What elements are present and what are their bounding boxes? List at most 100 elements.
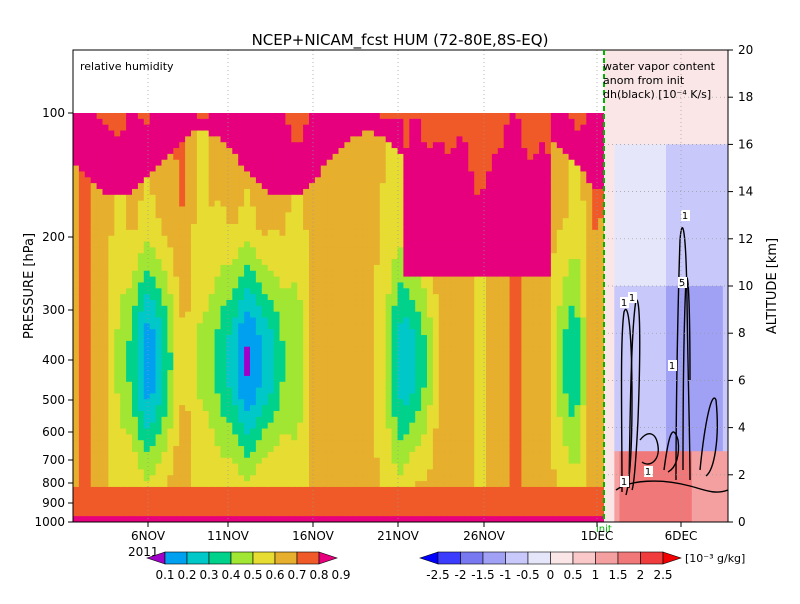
humidity-cell [480, 346, 487, 354]
humidity-cell [132, 451, 139, 459]
humidity-cell [373, 305, 381, 313]
humidity-cell [96, 340, 104, 348]
humidity-cell [297, 510, 304, 517]
humidity-cell [220, 399, 227, 406]
humidity-cell [391, 276, 399, 284]
humidity-cell [255, 183, 263, 190]
humidity-cell [314, 387, 322, 395]
humidity-cell [403, 229, 410, 237]
humidity-cell [255, 340, 263, 348]
humidity-cell [196, 113, 204, 120]
humidity-cell [196, 446, 204, 453]
humidity-cell [126, 492, 133, 500]
humidity-cell [432, 370, 440, 377]
humidity-cell [261, 481, 269, 488]
humidity-cell [96, 276, 104, 284]
humidity-cell [244, 504, 251, 511]
humidity-cell [314, 428, 322, 435]
humidity-cell [391, 381, 399, 389]
humidity-cell [255, 405, 263, 412]
humidity-cell [238, 206, 245, 213]
humidity-cell [78, 422, 86, 430]
humidity-cell [208, 124, 216, 132]
humidity-cell [474, 159, 481, 167]
humidity-cell [303, 387, 310, 395]
humidity-cell [161, 171, 168, 178]
humidity-cell [444, 387, 452, 395]
humidity-cell [320, 317, 328, 324]
humidity-cell [309, 218, 316, 225]
humidity-cell [161, 504, 168, 511]
humidity-cell [474, 440, 481, 447]
humidity-cell [314, 229, 322, 237]
humidity-cell [344, 381, 351, 389]
humidity-cell [173, 440, 180, 447]
humidity-cell [462, 516, 469, 522]
humidity-cell [196, 241, 204, 248]
humidity-cell [120, 264, 127, 272]
humidity-cell [244, 510, 251, 517]
humidity-cell [397, 358, 404, 365]
humidity-cell [167, 475, 174, 482]
humidity-cell [73, 264, 80, 272]
humidity-cell [214, 498, 222, 506]
humidity-cell [214, 475, 222, 482]
humidity-cell [78, 212, 86, 219]
humidity-cell [421, 364, 428, 371]
humidity-cell [232, 235, 239, 243]
humidity-cell [427, 259, 434, 266]
humidity-cell [96, 253, 104, 260]
humidity-cell [314, 440, 322, 447]
humidity-cell [438, 159, 446, 167]
humidity-cell [120, 241, 127, 248]
humidity-cell [155, 247, 163, 254]
humidity-cell [78, 247, 86, 254]
humidity-cell [409, 165, 416, 173]
humidity-cell [208, 346, 216, 354]
humidity-cell [102, 241, 109, 248]
humidity-cell [255, 294, 263, 301]
humidity-cell [285, 504, 292, 511]
humidity-cell [444, 276, 452, 284]
humidity-cell [167, 224, 174, 231]
humidity-cell [120, 364, 127, 371]
humidity-cell [432, 346, 440, 354]
humidity-cell [285, 311, 292, 319]
humidity-cell [368, 299, 375, 307]
humidity-cell [344, 183, 351, 190]
humidity-cell [438, 305, 446, 313]
humidity-cell [208, 159, 216, 167]
humidity-cell [403, 183, 410, 190]
humidity-cell [255, 241, 263, 248]
humidity-cell [279, 130, 286, 137]
humidity-cell [114, 481, 121, 488]
humidity-cell [155, 346, 163, 354]
humidity-cell [250, 212, 257, 219]
humidity-cell [84, 264, 92, 272]
humidity-cell [267, 136, 275, 143]
humidity-cell [368, 428, 375, 435]
humidity-cell [273, 259, 281, 266]
humidity-cell [320, 188, 328, 196]
humidity-cell [220, 136, 227, 143]
humidity-cell [491, 259, 499, 266]
humidity-cell [173, 446, 180, 453]
humidity-cell [167, 335, 174, 342]
humidity-cell [314, 218, 322, 225]
humidity-cell [120, 475, 127, 482]
humidity-cell [332, 329, 340, 336]
humidity-cell [344, 475, 351, 482]
humidity-cell [480, 136, 487, 143]
humidity-cell [415, 218, 422, 225]
humidity-cell [255, 311, 263, 319]
humidity-cell [279, 393, 286, 400]
humidity-cell [362, 451, 369, 459]
humidity-cell [450, 364, 458, 371]
humidity-cell [474, 235, 481, 243]
humidity-cell [409, 194, 416, 202]
humidity-cell [255, 446, 263, 453]
humidity-cell [468, 276, 475, 284]
humidity-cell [326, 124, 334, 132]
humidity-cell [397, 288, 404, 295]
humidity-cell [267, 416, 275, 424]
